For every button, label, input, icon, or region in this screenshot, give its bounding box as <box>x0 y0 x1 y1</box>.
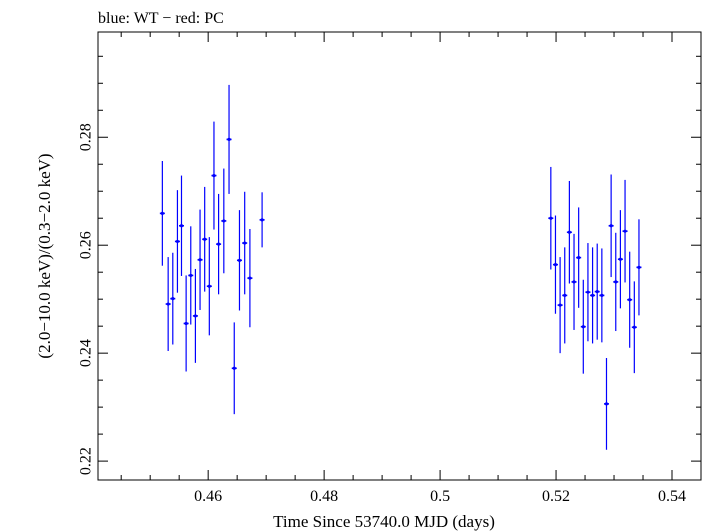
x-axis-label: Time Since 53740.0 MJD (days) <box>273 512 495 531</box>
data-point <box>617 210 623 309</box>
data-point <box>231 322 237 415</box>
data-point <box>236 210 242 311</box>
y-axis-label: (2.0−10.0 keV)/(0.3−2.0 keV) <box>35 153 54 358</box>
point-dot <box>595 290 599 294</box>
point-dot <box>609 224 613 228</box>
point-dot <box>212 173 216 178</box>
data-point <box>197 209 203 310</box>
data-point <box>566 180 572 284</box>
x-tick-label: 0.5 <box>430 488 450 505</box>
point-dot <box>549 216 553 220</box>
point-dot <box>558 303 562 307</box>
point-dot <box>198 258 202 262</box>
point-dot <box>563 293 567 298</box>
data-point <box>211 121 217 230</box>
point-dot <box>193 314 198 318</box>
data-point <box>192 268 198 363</box>
point-dot <box>222 219 226 223</box>
point-dot <box>189 273 193 278</box>
point-dot <box>623 229 627 233</box>
data-point <box>247 229 253 328</box>
data-point <box>585 243 591 342</box>
point-dot <box>628 298 632 302</box>
point-dot <box>166 302 170 306</box>
point-dot <box>175 239 180 244</box>
point-dot <box>207 284 211 288</box>
point-dot <box>237 258 242 262</box>
data-point <box>603 358 609 450</box>
data-point <box>594 243 600 340</box>
data-point <box>174 190 180 293</box>
y-tick-label: 0.26 <box>78 231 95 259</box>
point-dot <box>572 280 576 284</box>
data-point <box>170 252 176 345</box>
point-dot <box>227 137 231 142</box>
data-points <box>159 84 642 450</box>
x-tick-label: 0.52 <box>542 488 570 505</box>
point-dot <box>618 257 623 261</box>
chart-title: blue: WT − red: PC <box>98 10 224 27</box>
data-point <box>552 215 558 314</box>
y-tick-label: 0.28 <box>78 123 95 151</box>
y-tick-label: 0.22 <box>78 447 95 475</box>
point-dot <box>248 276 252 280</box>
data-point <box>627 251 633 348</box>
point-dot <box>581 325 585 329</box>
data-point <box>590 247 596 344</box>
x-tick-label: 0.54 <box>658 488 686 505</box>
plot-frame <box>97 31 702 481</box>
data-point <box>622 179 628 283</box>
point-dot <box>179 224 184 228</box>
x-tick-label: 0.46 <box>194 488 222 505</box>
point-dot <box>632 325 636 329</box>
point-dot <box>577 256 581 260</box>
point-dot <box>203 237 207 241</box>
point-dot <box>160 211 164 215</box>
point-dot <box>184 321 188 326</box>
point-dot <box>171 297 175 301</box>
point-dot <box>600 293 604 298</box>
data-point <box>259 192 265 248</box>
data-point <box>202 186 208 292</box>
point-dot <box>590 293 595 298</box>
point-dot <box>243 241 247 245</box>
data-point <box>580 279 586 374</box>
data-point <box>188 226 194 325</box>
data-point <box>165 257 171 351</box>
x-tick-label: 0.48 <box>310 488 338 505</box>
data-point <box>242 191 248 295</box>
data-point <box>557 257 563 354</box>
data-point <box>178 175 184 276</box>
data-point <box>226 84 232 194</box>
y-axis: 0.22 0.24 0.26 0.28 <box>78 55 701 475</box>
point-dot <box>637 265 641 269</box>
point-dot <box>217 242 221 246</box>
data-point <box>631 281 637 374</box>
point-dot <box>614 280 618 284</box>
point-dot <box>567 230 571 234</box>
point-dot <box>260 218 264 222</box>
data-point <box>571 233 577 330</box>
x-axis: 0.46 0.48 0.5 0.52 0.54 <box>120 32 702 505</box>
point-dot <box>232 366 236 370</box>
y-tick-label: 0.24 <box>78 339 95 367</box>
data-point <box>159 161 165 266</box>
data-point <box>183 275 189 372</box>
data-point <box>608 174 614 278</box>
point-dot <box>553 263 558 267</box>
data-point <box>613 232 619 332</box>
data-point <box>221 168 227 274</box>
data-point <box>636 219 642 316</box>
data-point <box>562 247 568 344</box>
point-dot <box>586 290 590 294</box>
data-point <box>599 248 605 343</box>
point-dot <box>604 402 609 406</box>
data-point <box>576 207 582 308</box>
data-point <box>206 237 212 336</box>
data-point <box>216 193 222 295</box>
data-point <box>548 166 554 270</box>
